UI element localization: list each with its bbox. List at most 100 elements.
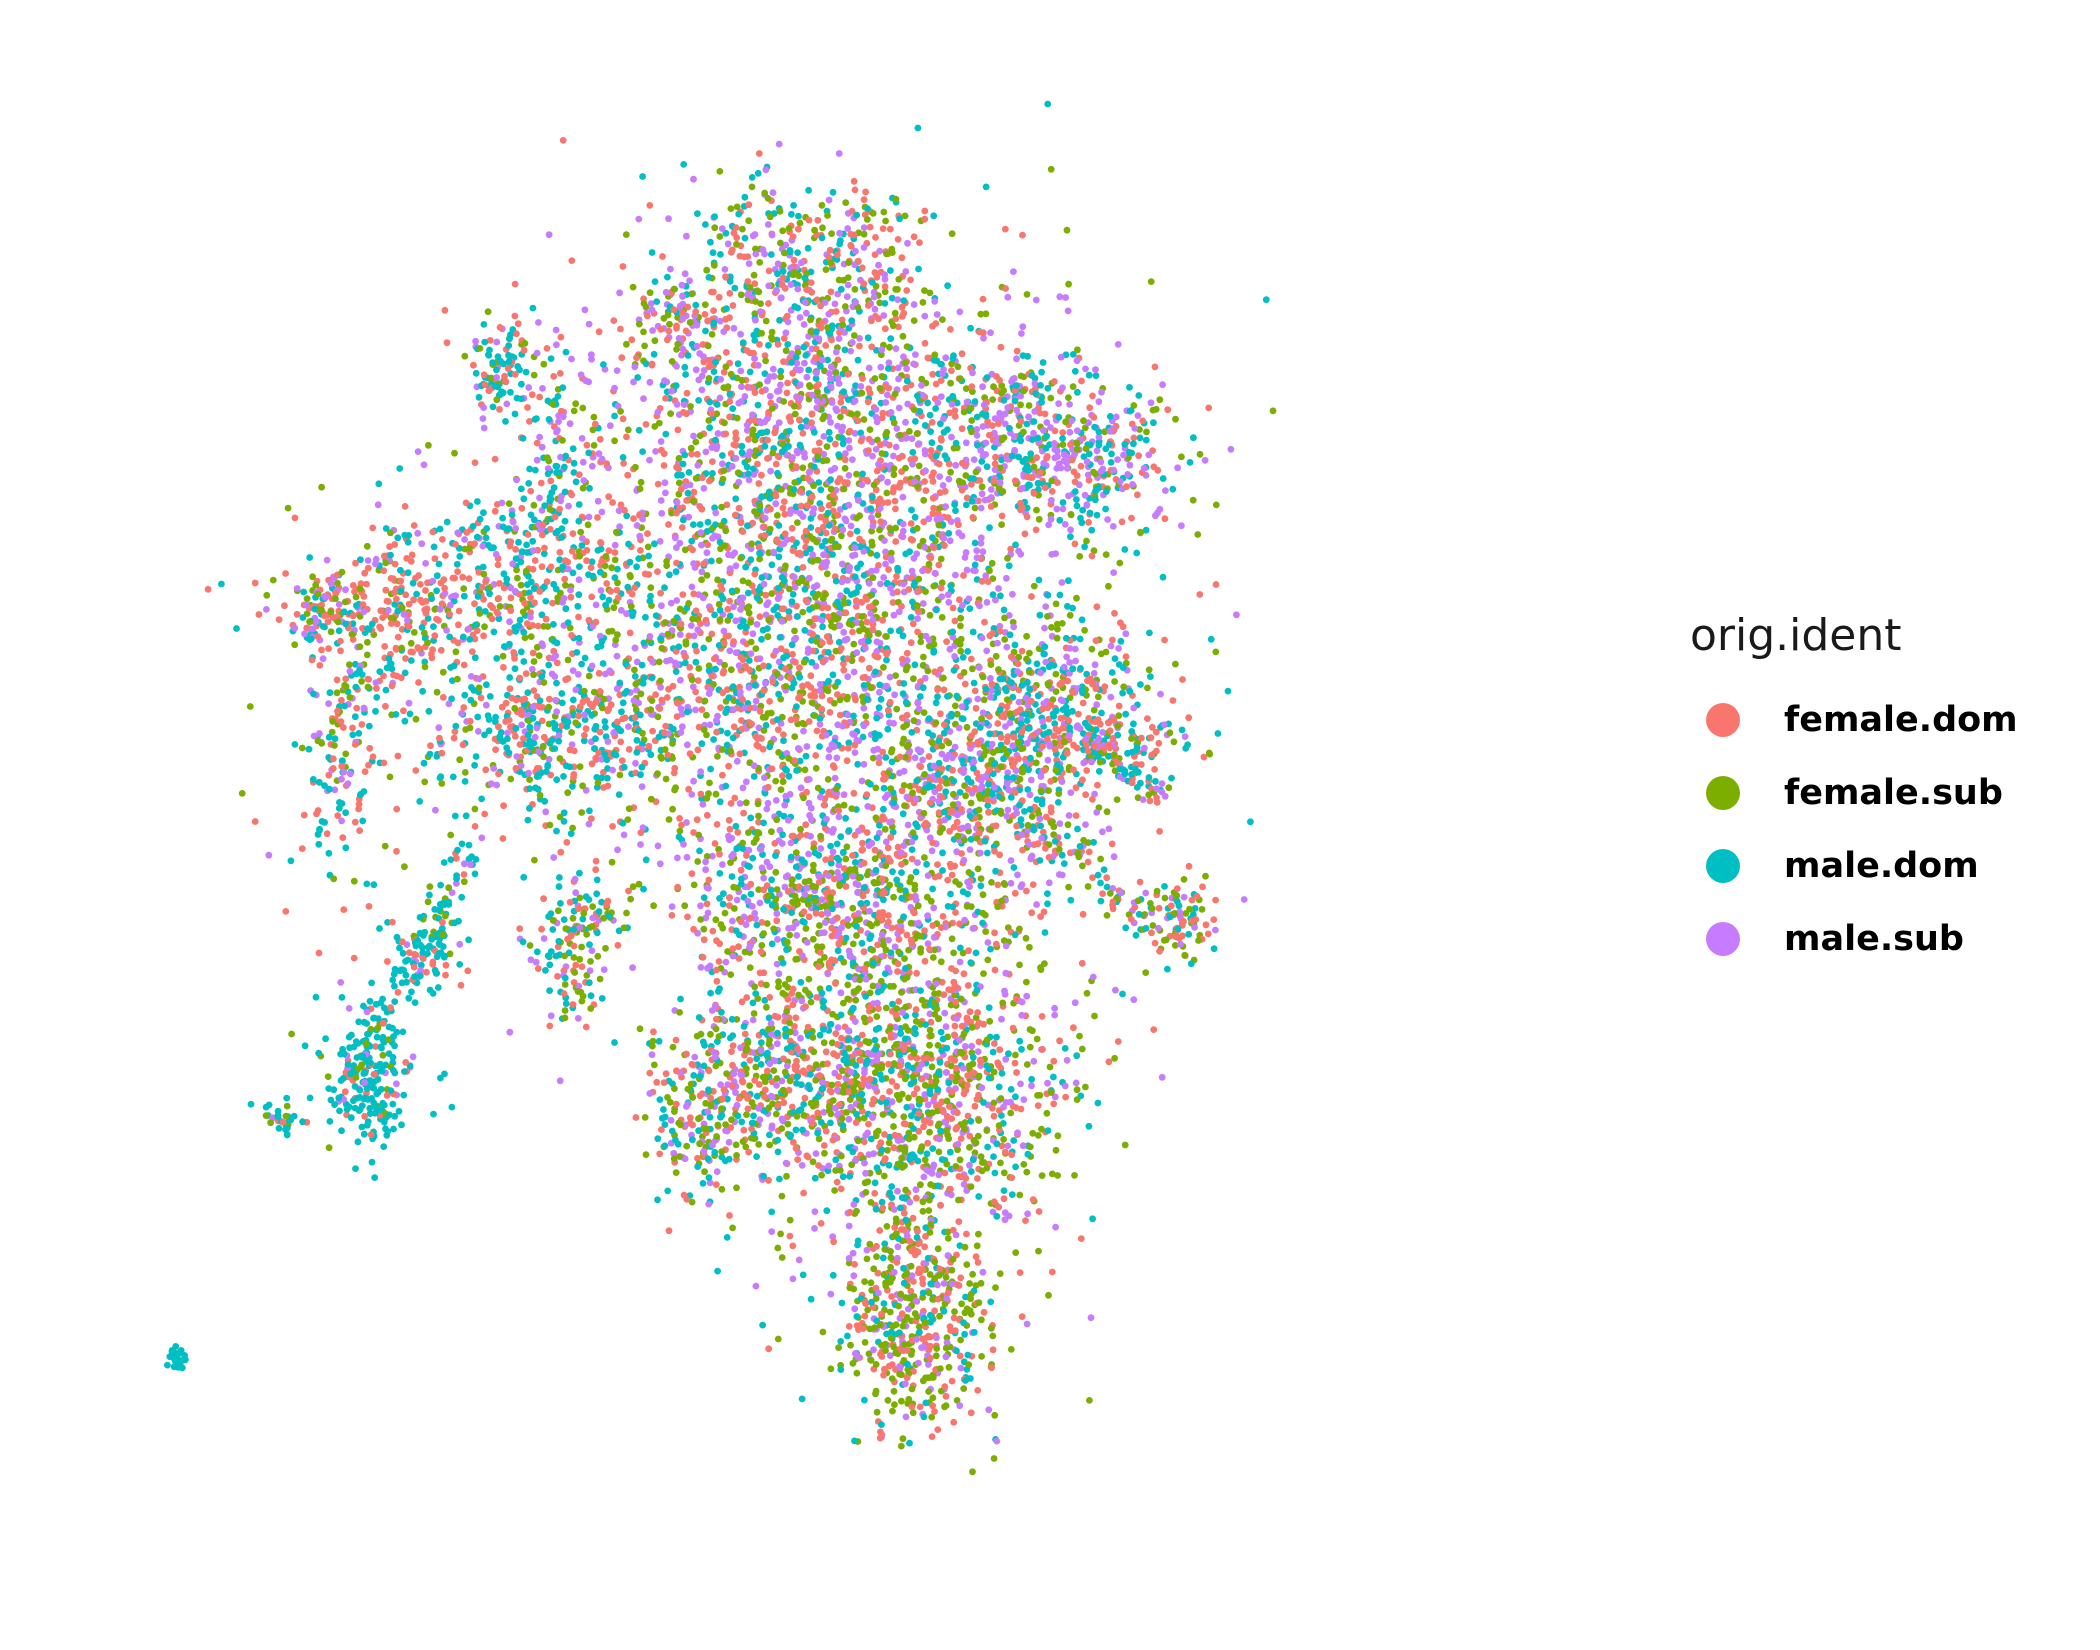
data-point: [1093, 603, 1101, 611]
data-point: [518, 504, 526, 512]
data-point: [779, 989, 787, 997]
data-point: [882, 560, 889, 568]
data-point: [972, 468, 980, 476]
data-point: [1073, 1086, 1081, 1094]
data-point: [1004, 1142, 1012, 1150]
data-point: [935, 1148, 943, 1156]
data-point: [382, 702, 389, 710]
data-point: [873, 551, 881, 559]
data-point: [742, 624, 750, 631]
data-point: [774, 1335, 782, 1343]
data-point: [1000, 1136, 1007, 1143]
data-point: [472, 369, 480, 377]
data-point: [470, 361, 477, 369]
data-point: [589, 914, 597, 922]
data-point: [616, 771, 624, 779]
data-point: [697, 964, 705, 971]
data-point: [953, 710, 961, 718]
data-point: [1000, 606, 1008, 614]
data-point: [987, 674, 994, 682]
data-point: [459, 573, 467, 581]
data-point: [937, 377, 945, 384]
data-point: [637, 478, 645, 486]
data-point: [519, 938, 527, 946]
data-point: [557, 900, 564, 907]
data-point: [838, 434, 846, 442]
data-point: [690, 175, 697, 183]
data-point: [757, 948, 765, 956]
data-point: [719, 595, 727, 603]
data-point: [1048, 1268, 1056, 1276]
data-point: [820, 1142, 828, 1149]
data-point: [349, 620, 357, 628]
data-point: [650, 1061, 658, 1069]
data-point: [576, 563, 583, 570]
data-point: [942, 354, 950, 362]
data-point: [710, 736, 717, 743]
data-point: [894, 296, 902, 303]
data-point: [533, 349, 541, 357]
data-point: [669, 805, 676, 813]
data-point: [1075, 710, 1082, 718]
data-point: [741, 1030, 749, 1038]
data-point: [1136, 878, 1144, 886]
data-point: [550, 373, 558, 380]
data-point: [640, 328, 647, 336]
data-point: [823, 443, 831, 450]
data-point: [1159, 475, 1167, 482]
data-point: [326, 689, 334, 697]
data-point: [476, 515, 484, 523]
data-point: [283, 1102, 291, 1110]
data-point: [648, 249, 656, 256]
data-point: [972, 704, 980, 712]
data-point: [658, 510, 666, 517]
data-point: [876, 681, 884, 689]
data-point: [1119, 623, 1127, 631]
data-point: [793, 932, 801, 939]
data-point: [956, 1156, 964, 1164]
data-point: [719, 861, 726, 868]
data-point: [822, 529, 830, 537]
data-point: [1161, 883, 1168, 890]
data-point: [526, 804, 533, 812]
data-point: [908, 846, 916, 853]
data-point: [909, 789, 916, 797]
data-point: [391, 560, 399, 568]
data-point: [479, 415, 487, 422]
data-point: [957, 622, 964, 630]
data-point: [783, 389, 791, 397]
data-point: [995, 1107, 1003, 1114]
data-point: [682, 640, 690, 648]
data-point: [422, 560, 429, 567]
data-point: [1014, 871, 1021, 879]
data-point: [713, 1015, 720, 1023]
data-point: [876, 822, 883, 829]
data-point: [1179, 676, 1186, 683]
data-point: [967, 1310, 975, 1318]
data-point: [745, 436, 752, 443]
data-point: [753, 621, 761, 628]
data-point: [1180, 876, 1188, 883]
data-point: [350, 877, 358, 885]
data-point: [635, 426, 643, 434]
data-point: [659, 253, 666, 260]
data-point: [389, 575, 397, 582]
data-point: [910, 675, 917, 683]
data-point: [393, 847, 400, 855]
data-point: [722, 229, 730, 237]
data-point: [538, 443, 546, 451]
data-point: [1224, 687, 1232, 695]
data-point: [833, 854, 841, 862]
data-point: [536, 791, 544, 799]
data-point: [381, 842, 389, 850]
data-point: [774, 1029, 781, 1037]
data-point: [588, 947, 596, 955]
data-point: [819, 1328, 827, 1336]
data-point: [424, 615, 432, 622]
data-point: [973, 426, 981, 433]
data-point: [439, 536, 446, 543]
data-point: [648, 697, 656, 704]
data-point: [1045, 1291, 1052, 1299]
data-point: [971, 1102, 979, 1110]
data-point: [572, 961, 580, 969]
